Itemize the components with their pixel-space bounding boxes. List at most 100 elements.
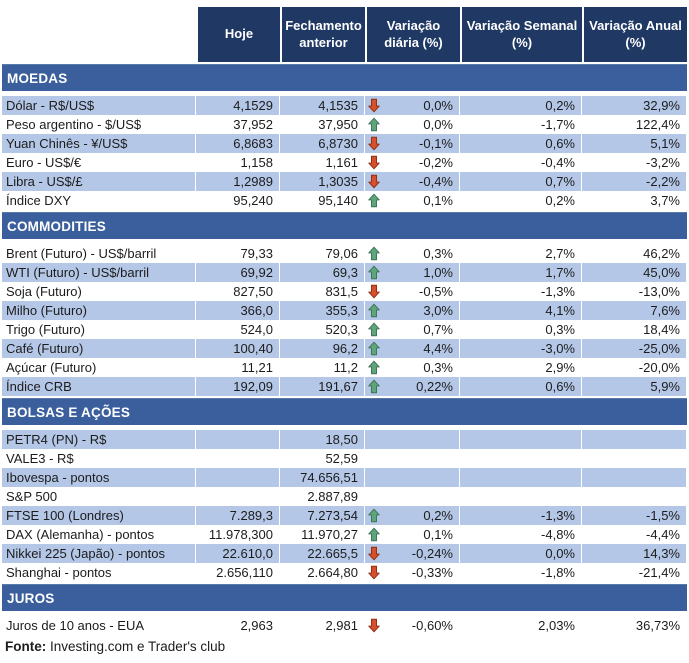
variacao-anual-cell: -21,4% [582,563,687,582]
variacao-diaria-cell: 0,3% [365,358,460,377]
variacao-anual-cell: -13,0% [582,282,687,301]
variacao-semanal-cell [460,468,582,487]
hoje-cell [196,487,280,506]
row-label: Shanghai - pontos [2,563,196,582]
variacao-diaria-cell: 3,0% [365,301,460,320]
fechamento-anterior-cell: 831,5 [280,282,365,301]
fechamento-anterior-cell: 6,8730 [280,134,365,153]
fechamento-anterior-cell: 355,3 [280,301,365,320]
variacao-diaria-value: 0,3% [423,246,453,261]
row-label: DAX (Alemanha) - pontos [2,525,196,544]
variacao-diaria-value: 0,1% [423,527,453,542]
variacao-semanal-cell: 4,1% [460,301,582,320]
fechamento-anterior-cell: 4,1535 [280,96,365,115]
row-label: VALE3 - R$ [2,449,196,468]
row-label: Euro - US$/€ [2,153,196,172]
variacao-diaria-value: 0,0% [423,117,453,132]
row-label: Juros de 10 anos - EUA [2,616,196,635]
variacao-diaria-cell: -0,24% [365,544,460,563]
variacao-diaria-cell: 0,1% [365,525,460,544]
row-label: Peso argentino - $/US$ [2,115,196,134]
variacao-semanal-cell [460,449,582,468]
fechamento-anterior-cell: 520,3 [280,320,365,339]
table-row: Ibovespa - pontos 74.656,51 [2,468,687,487]
variacao-diaria-value: 3,0% [423,303,453,318]
variacao-diaria-value: -0,4% [419,174,453,189]
hoje-cell: 37,952 [196,115,280,134]
fechamento-anterior-cell: 2.664,80 [280,563,365,582]
table-row: Euro - US$/€ 1,158 1,161 -0,2% -0,4% -3,2% [2,153,687,172]
row-label: Nikkei 225 (Japão) - pontos [2,544,196,563]
hoje-cell: 1,158 [196,153,280,172]
variacao-diaria-cell: 0,0% [365,96,460,115]
fechamento-anterior-cell: 96,2 [280,339,365,358]
row-label: Índice DXY [2,191,196,210]
table-row: Índice CRB 192,09 191,67 0,22% 0,6% 5,9% [2,377,687,396]
variacao-semanal-cell: 0,2% [460,191,582,210]
arrow-up-icon [368,117,380,132]
table-row: Yuan Chinês - ¥/US$ 6,8683 6,8730 -0,1% 0,6%… [2,134,687,153]
arrow-down-icon [368,136,380,151]
column-header-variacao-anual: Variação Anual (%) [582,7,687,62]
section-juros: JUROS Juros de 10 anos - EUA 2,963 2,981 -0,… [2,584,687,635]
row-label: Brent (Futuro) - US$/barril [2,244,196,263]
hoje-cell: 11.978,300 [196,525,280,544]
row-label: Soja (Futuro) [2,282,196,301]
variacao-diaria-cell [365,430,460,449]
fechamento-anterior-cell: 37,950 [280,115,365,134]
variacao-anual-cell: -3,2% [582,153,687,172]
row-label: Dólar - R$/US$ [2,96,196,115]
variacao-diaria-cell [365,449,460,468]
variacao-diaria-value: 0,22% [416,379,453,394]
source-text: Investing.com e Trader's club [46,639,226,654]
variacao-diaria-value: 4,4% [423,341,453,356]
fechamento-anterior-cell: 11.970,27 [280,525,365,544]
table-row: Libra - US$/£ 1,2989 1,3035 -0,4% 0,7% -2,2% [2,172,687,191]
arrow-up-icon [368,193,380,208]
variacao-semanal-cell: 2,9% [460,358,582,377]
column-header-variacao-semanal: Variação Semanal (%) [460,7,582,62]
table-row: Shanghai - pontos 2.656,110 2.664,80 -0,33%… [2,563,687,582]
variacao-diaria-value: -0,24% [411,546,453,561]
row-label: Café (Futuro) [2,339,196,358]
variacao-semanal-cell: -1,8% [460,563,582,582]
row-label: PETR4 (PN) - R$ [2,430,196,449]
variacao-anual-cell [582,487,687,506]
section-bolsas-e-acoes: BOLSAS E AÇÕES PETR4 (PN) - R$ 18,50 VALE3 … [2,398,687,582]
hoje-cell: 4,1529 [196,96,280,115]
arrow-up-icon [368,360,380,375]
fechamento-anterior-cell: 69,3 [280,263,365,282]
variacao-semanal-cell: 2,7% [460,244,582,263]
variacao-diaria-value: 0,1% [423,193,453,208]
variacao-semanal-cell: 0,2% [460,96,582,115]
variacao-anual-cell [582,468,687,487]
variacao-semanal-cell: 0,6% [460,377,582,396]
variacao-diaria-value: -0,60% [411,618,453,633]
variacao-anual-cell: 122,4% [582,115,687,134]
variacao-semanal-cell: -3,0% [460,339,582,358]
row-label: Índice CRB [2,377,196,396]
row-label: Libra - US$/£ [2,172,196,191]
variacao-semanal-cell [460,430,582,449]
variacao-anual-cell: -1,5% [582,506,687,525]
fechamento-anterior-cell: 191,67 [280,377,365,396]
hoje-cell: 100,40 [196,339,280,358]
table-row: Açúcar (Futuro) 11,21 11,2 0,3% 2,9% -20,0% [2,358,687,377]
hoje-cell [196,449,280,468]
table-row: Nikkei 225 (Japão) - pontos 22.610,0 22.66… [2,544,687,563]
variacao-semanal-cell: 1,7% [460,263,582,282]
table-row: Soja (Futuro) 827,50 831,5 -0,5% -1,3% -13,0% [2,282,687,301]
variacao-diaria-value: -0,33% [411,565,453,580]
variacao-diaria-value: 0,3% [423,360,453,375]
table-row: VALE3 - R$ 52,59 [2,449,687,468]
fechamento-anterior-cell: 22.665,5 [280,544,365,563]
hoje-cell: 524,0 [196,320,280,339]
hoje-cell: 366,0 [196,301,280,320]
arrow-up-icon [368,322,380,337]
variacao-anual-cell [582,449,687,468]
row-label: Milho (Futuro) [2,301,196,320]
arrow-down-icon [368,618,380,633]
table-row: Café (Futuro) 100,40 96,2 4,4% -3,0% -25,0% [2,339,687,358]
variacao-anual-cell: -20,0% [582,358,687,377]
